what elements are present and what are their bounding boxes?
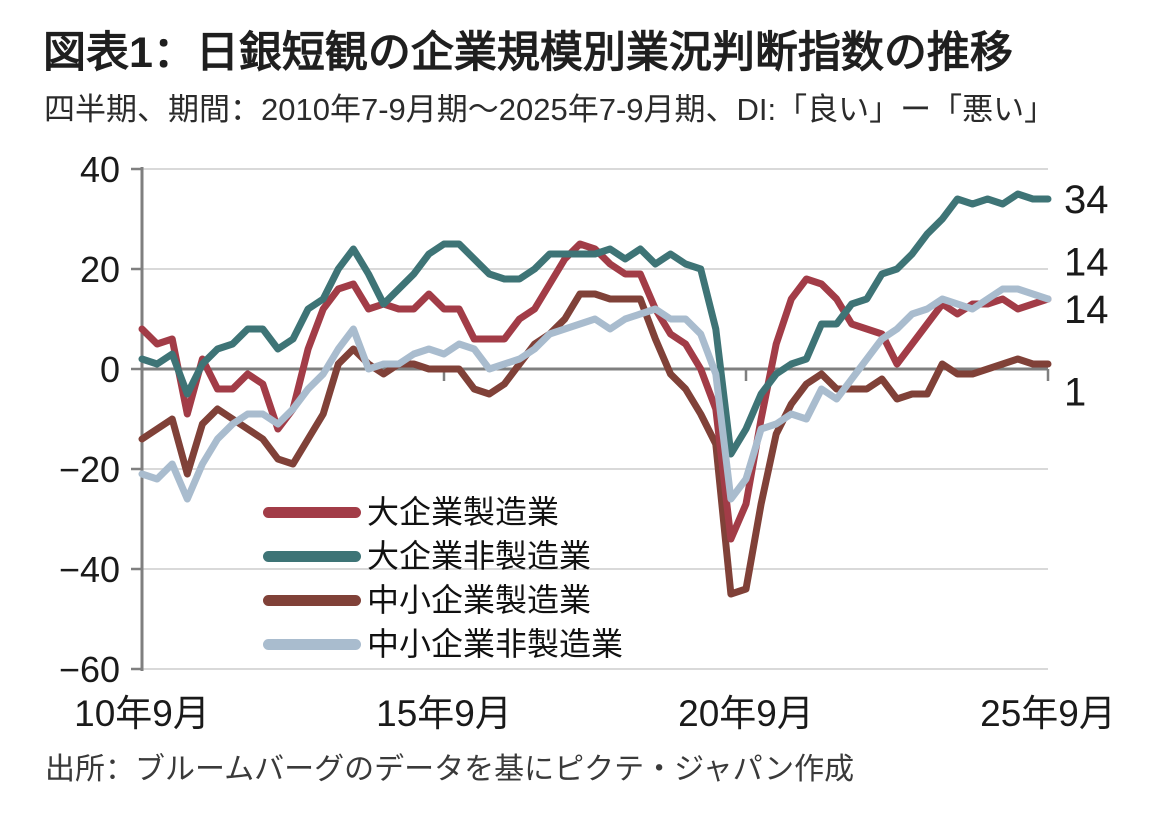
legend-item: 中小企業製造業 xyxy=(263,578,623,622)
legend-line-swatch xyxy=(263,506,361,518)
legend-line-swatch xyxy=(263,550,361,562)
y-tick-label: −40 xyxy=(59,549,120,590)
legend-item: 大企業非製造業 xyxy=(263,534,623,578)
legend-label: 大企業非製造業 xyxy=(367,538,592,574)
chart-subtitle: 四半期、期間：2010年7-9月期～2025年7-9月期、DI:「良い」ー「悪い… xyxy=(44,92,1056,127)
x-tick-label: 25年9月 xyxy=(980,693,1116,734)
end-value-label: 14 xyxy=(1064,288,1109,332)
y-tick-label: −20 xyxy=(59,449,120,490)
series-line-大企業非製造業 xyxy=(138,190,1052,458)
y-tick-label: 40 xyxy=(80,149,120,190)
y-tick-label: −60 xyxy=(59,649,120,690)
legend-label: 中小企業製造業 xyxy=(367,582,592,618)
y-tick-label: 20 xyxy=(80,249,120,290)
source-note: 出所：ブルームバーグのデータを基にピクテ・ジャパン作成 xyxy=(45,753,855,786)
legend-label: 大企業製造業 xyxy=(367,494,560,530)
legend-item: 大企業製造業 xyxy=(263,490,623,534)
x-tick-label: 10年9月 xyxy=(74,693,210,734)
x-tick-label: 20年9月 xyxy=(678,693,814,734)
chart-legend: 大企業製造業 大企業非製造業 中小企業製造業 中小企業非製造業 xyxy=(263,490,623,666)
end-value-label: 14 xyxy=(1064,241,1109,285)
legend-line-swatch xyxy=(263,638,361,650)
chart-title: 図表1：日銀短観の企業規模別業況判断指数の推移 xyxy=(43,29,1013,77)
series-line-中小企業製造業 xyxy=(138,290,1052,598)
x-tick-label: 15年9月 xyxy=(376,693,512,734)
legend-line-swatch xyxy=(263,594,361,606)
end-value-label: 1 xyxy=(1064,371,1086,415)
series-line-中小企業非製造業 xyxy=(138,285,1052,503)
legend-item: 中小企業非製造業 xyxy=(263,622,623,666)
end-value-label: 34 xyxy=(1064,178,1109,222)
legend-label: 中小企業非製造業 xyxy=(367,626,624,662)
y-tick-label: 0 xyxy=(100,349,120,390)
